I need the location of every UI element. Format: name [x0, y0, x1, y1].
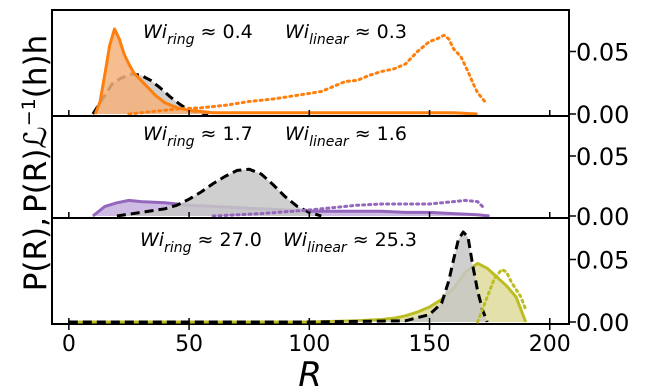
panel-1-y-tick-label-1: 0.05 — [576, 39, 629, 67]
panel-1-annotation-ring: Wiring ≈ 0.4 — [143, 21, 253, 48]
panel-2-y-tick-label-0: 0.00 — [576, 203, 629, 231]
x-tick-label-2: 100 — [288, 332, 330, 357]
panel-1-annotation-linear: Wilinear ≈ 0.3 — [285, 21, 407, 48]
panel-3-annotation-ring: Wiring ≈ 27.0 — [140, 229, 262, 256]
x-tick-label-4: 200 — [529, 332, 571, 357]
panel-2-linear-dashed-line — [116, 167, 322, 218]
panel-3-ring-dotted-line — [476, 268, 528, 324]
panel-2-annotation-ring: Wiring ≈ 1.7 — [143, 123, 253, 150]
panel-1-ring-solid-line — [93, 27, 478, 116]
panel-1-y-tick-label-0: 0.00 — [576, 101, 629, 129]
y-axis-label: P(R),P(R)ℒ−1(h)h — [18, 35, 54, 292]
panel-1-series-layer: 0.00 0.05 — [68, 27, 629, 129]
panel-2-annotation-linear: Wilinear ≈ 1.6 — [285, 123, 407, 150]
panel-3-linear-dashed-line — [68, 230, 489, 324]
panel-2: 0.00 0.05 Wiring ≈ 1.7 Wilinear ≈ 1.6 — [51, 115, 629, 231]
x-tick-label-3: 150 — [409, 332, 451, 357]
panel-2-ring-dotted-line — [211, 198, 487, 218]
panel-3-frame — [51, 217, 570, 325]
panel-2-y-tick-label-1: 0.05 — [576, 143, 629, 171]
panel-3-series-layer: 0.00 0.05 — [68, 230, 629, 337]
x-tick-label-0: 0 — [62, 332, 76, 357]
panel-3: 0.00 0.05 Wiring ≈ 27.0 Wilinear ≈ 25.3 — [51, 217, 629, 337]
panel-3-y-tick-label-0: 0.00 — [576, 309, 629, 337]
panel-2-linear-dashed-area — [116, 169, 322, 216]
panel-1-ring-dotted-line — [127, 33, 487, 116]
panel-1: 0.00 0.05 Wiring ≈ 0.4 Wilinear ≈ 0.3 — [51, 9, 629, 129]
panel-3-y-tick-label-1: 0.05 — [576, 247, 629, 275]
panel-3-linear-dashed-area — [68, 232, 488, 322]
panel-2-series-layer: 0.00 0.05 — [68, 143, 629, 231]
axes-layer: 0 50 100 150 200 — [62, 324, 571, 357]
x-axis-label: R — [298, 355, 322, 389]
panel-3-annotation-linear: Wilinear ≈ 25.3 — [283, 229, 417, 256]
panel-1-ring-solid-area — [95, 29, 478, 114]
x-tick-label-1: 50 — [175, 332, 203, 357]
